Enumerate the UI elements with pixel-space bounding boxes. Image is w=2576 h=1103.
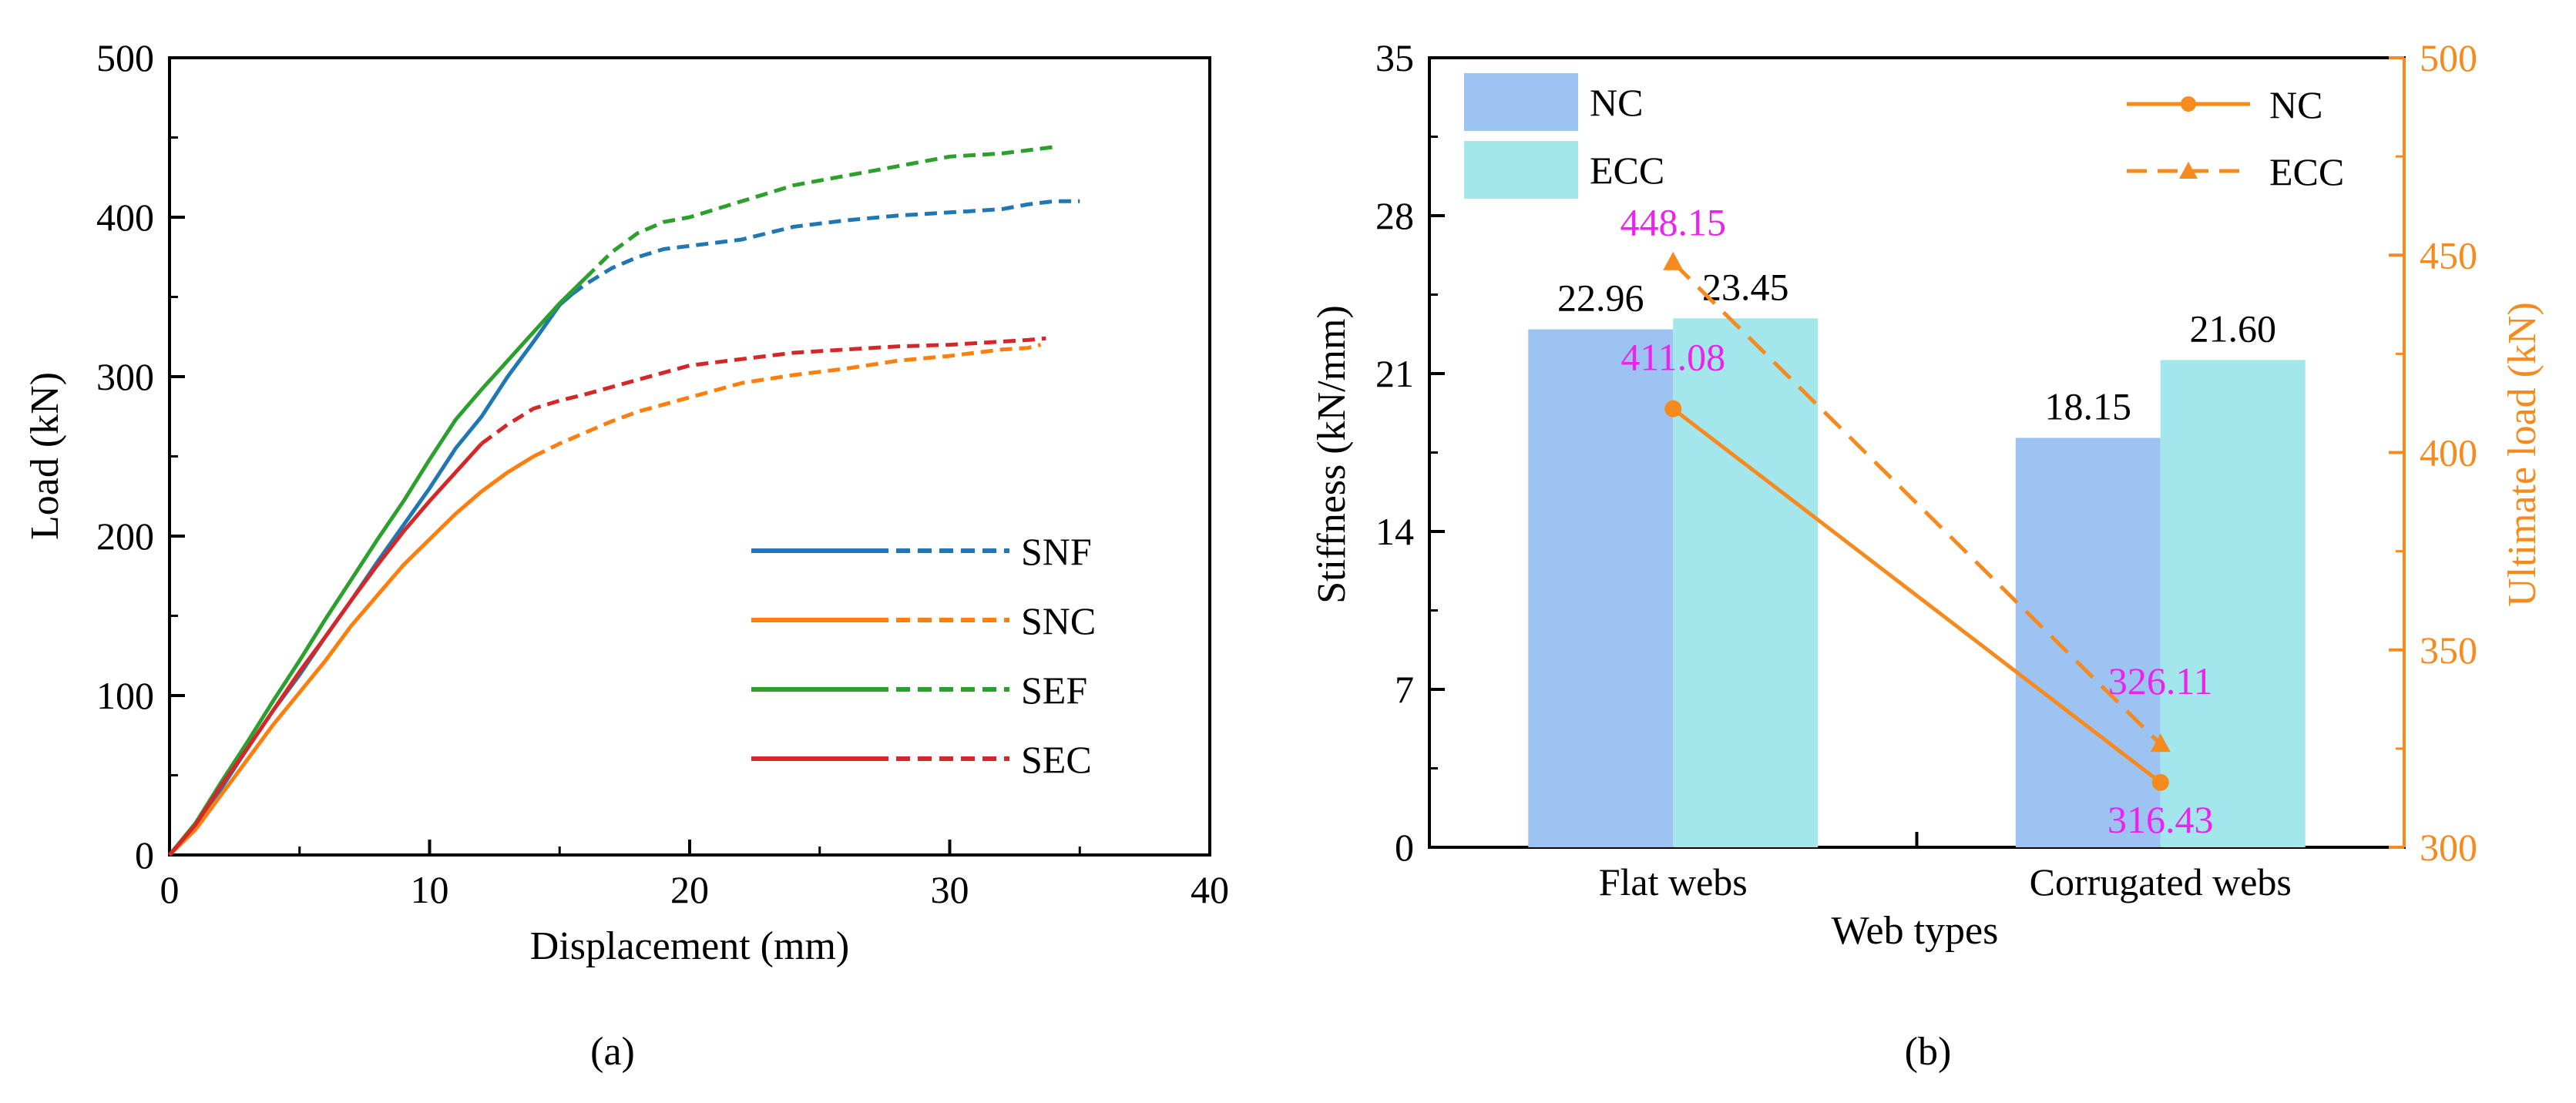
line-value-label: 411.08 (1620, 336, 1725, 379)
legend-line-nc-label: NC (2269, 83, 2322, 126)
series-sec-dashed (480, 336, 1046, 445)
line-value-label: 448.15 (1620, 201, 1727, 244)
panel-a-y-label: Load (kN) (23, 372, 67, 540)
panel-b: 22.96 18.15 23.45 21.60 Flat webs Corrugated… (1310, 36, 2544, 1074)
series-sec-solid (168, 442, 483, 857)
panel-b-x-ticks: Flat webs Corrugated webs (1599, 832, 2292, 904)
panel-a-caption: (a) (590, 1030, 635, 1074)
y-tick-label: 0 (1395, 826, 1414, 869)
y2-tick-label: 400 (2420, 431, 2477, 474)
y2-tick-label: 450 (2420, 233, 2477, 277)
panel-b-x-label: Web types (1832, 909, 1999, 953)
bar-nc (2015, 438, 2161, 847)
panel-b-caption: (b) (1905, 1030, 1952, 1074)
panel-a: 0 10 20 30 40 0 100 200 300 400 500 Displacement … (23, 36, 1229, 1074)
legend-bar-ecc-swatch (1464, 141, 1578, 199)
panel-a-series (168, 145, 1080, 857)
y-tick-label: 28 (1375, 194, 1414, 237)
panel-b-y2-label: Ultimate load (kN) (2500, 302, 2544, 607)
legend-bar-nc-label: NC (1590, 81, 1643, 124)
x-tick-label: 10 (411, 868, 449, 911)
panel-a-frame (168, 56, 1211, 857)
legend-sef-label: SEF (1021, 669, 1087, 712)
panel-b-y2-ticks: 300 350 400 450 500 (2389, 36, 2477, 869)
bar-value-label: 21.60 (2190, 307, 2277, 350)
panel-b-lines: 411.08 316.43 448.15 326.11 (1620, 201, 2214, 841)
y-tick-label: 35 (1375, 36, 1414, 79)
series-snc-solid (168, 454, 535, 857)
legend-sec-label: SEC (1021, 738, 1092, 781)
line-point (2150, 733, 2171, 753)
category-label: Flat webs (1599, 860, 1748, 904)
y2-tick-label: 500 (2420, 36, 2477, 79)
line-point (1664, 400, 1682, 417)
category-label: Corrugated webs (2030, 860, 2292, 904)
line-point (2151, 773, 2169, 791)
bar-nc (1528, 329, 1674, 848)
panel-b-y-ticks: 0 7 14 21 28 35 (1375, 36, 1445, 869)
y-tick-label: 500 (96, 36, 154, 79)
bar-ecc (2160, 360, 2306, 847)
panel-a-x-ticks: 0 10 20 30 40 (160, 840, 1229, 911)
y-tick-label: 21 (1375, 352, 1414, 395)
bar-ecc (1673, 318, 1819, 847)
y2-tick-label: 350 (2420, 629, 2477, 672)
series-snc-dashed (532, 343, 1042, 458)
bar-value-label: 18.15 (2045, 384, 2132, 427)
series-snf-dashed (571, 199, 1080, 296)
legend-snf-label: SNF (1021, 530, 1092, 573)
y-tick-label: 0 (135, 833, 154, 877)
y-tick-label: 300 (96, 355, 154, 398)
legend-bar-nc-swatch (1464, 73, 1578, 131)
x-tick-label: 30 (931, 868, 969, 911)
panel-a-legend: SNF SNC SEF SEC (751, 530, 1096, 781)
series-sef-solid (168, 276, 587, 857)
bar-value-label: 23.45 (1702, 265, 1789, 308)
panel-a-x-label: Displacement (mm) (530, 924, 849, 968)
y2-tick-label: 300 (2420, 826, 2477, 869)
x-tick-label: 0 (160, 868, 180, 911)
y-tick-label: 100 (96, 674, 154, 717)
series-sef-dashed (584, 145, 1054, 280)
line-nc (1671, 407, 2162, 784)
panel-b-legend: NC ECC NC ECC (1464, 73, 2344, 199)
y-tick-label: 7 (1395, 668, 1414, 711)
panel-a-y-ticks: 0 100 200 300 400 500 (96, 36, 185, 877)
legend-line-ecc-label: ECC (2269, 150, 2344, 193)
x-tick-label: 40 (1191, 868, 1229, 911)
line-point (1663, 251, 1684, 270)
line-value-label: 316.43 (2107, 798, 2214, 841)
line-value-label: 326.11 (2108, 659, 2213, 702)
legend-snc-label: SNC (1021, 599, 1096, 642)
y-tick-label: 400 (96, 196, 154, 239)
legend-line-ecc-marker (2179, 162, 2198, 179)
y-tick-label: 14 (1375, 510, 1414, 553)
legend-bar-ecc-label: ECC (1590, 149, 1664, 192)
panel-b-y-label: Stiffness (kN/mm) (1310, 305, 1354, 604)
y-tick-label: 200 (96, 515, 154, 558)
bar-value-label: 22.96 (1557, 277, 1644, 320)
legend-line-nc-marker (2181, 96, 2196, 112)
panel-b-bars: 22.96 18.15 23.45 21.60 (1528, 265, 2306, 848)
x-tick-label: 20 (670, 868, 709, 911)
line-ecc (1671, 260, 2162, 746)
